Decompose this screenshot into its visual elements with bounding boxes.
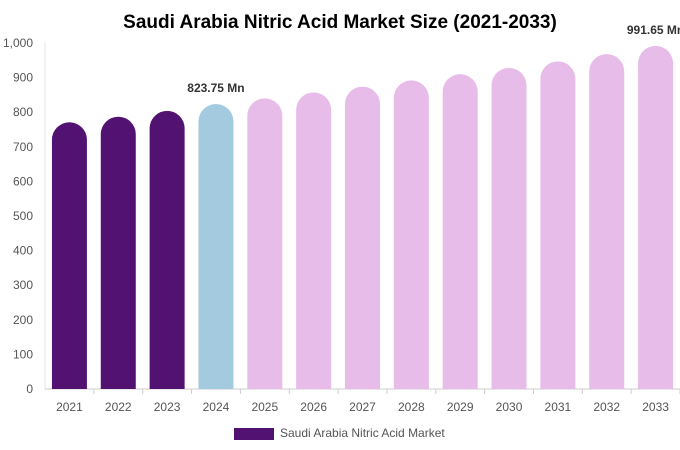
x-tick-label: 2026 [300,400,327,414]
x-tick-label: 2025 [251,400,278,414]
x-tick-label: 2021 [56,400,83,414]
x-tick-label: 2024 [203,400,230,414]
x-tick-label: 2028 [398,400,425,414]
y-tick-label: 400 [13,244,33,258]
y-tick-label: 800 [13,105,33,119]
x-tick-label: 2031 [545,400,572,414]
x-tick-label: 2022 [105,400,132,414]
bar-2033 [638,45,674,389]
bar-2029 [442,74,478,389]
x-tick-label: 2029 [447,400,474,414]
x-tick-label: 2023 [154,400,181,414]
y-tick-label: 0 [26,382,33,396]
y-tick-label: 1,000 [3,36,33,50]
y-tick-label: 700 [13,140,33,154]
x-tick-label: 2032 [593,400,620,414]
x-axis: 2021 2022 2023 2024 2025 2026 2027 2028 2029 2030… [45,388,680,414]
legend-swatch [234,428,274,440]
x-tick-label: 2030 [496,400,523,414]
bar-2027 [345,86,380,389]
bar-2032 [589,54,625,390]
data-labels: 823.75 Mn 991.65 Mn [187,23,680,95]
y-axis: 0 100 200 300 400 500 600 700 800 900 1,000 [3,36,46,396]
bar-2030 [491,67,527,390]
y-tick-label: 900 [13,71,33,85]
bar-2031 [540,61,576,390]
y-tick-label: 100 [13,347,33,361]
x-tick-label: 2027 [349,400,376,414]
y-tick-label: 600 [13,174,33,188]
y-tick-label: 500 [13,209,33,223]
bar-2023 [149,110,185,390]
y-tick-label: 200 [13,313,33,327]
bar-2021 [51,122,87,390]
bar-2024 [198,103,234,390]
y-tick-label: 300 [13,278,33,292]
legend-label: Saudi Arabia Nitric Acid Market [280,426,445,440]
bar-2022 [100,116,136,389]
legend: Saudi Arabia Nitric Acid Market [234,426,445,440]
data-label-2024: 823.75 Mn [187,81,244,95]
x-tick-label: 2033 [642,400,669,414]
bar-2028 [393,80,429,390]
chart-title: Saudi Arabia Nitric Acid Market Size (20… [123,12,557,33]
data-label-2033: 991.65 Mn [627,23,680,37]
bar-2025 [247,98,283,390]
bar-2026 [296,92,332,390]
bars [51,45,674,390]
